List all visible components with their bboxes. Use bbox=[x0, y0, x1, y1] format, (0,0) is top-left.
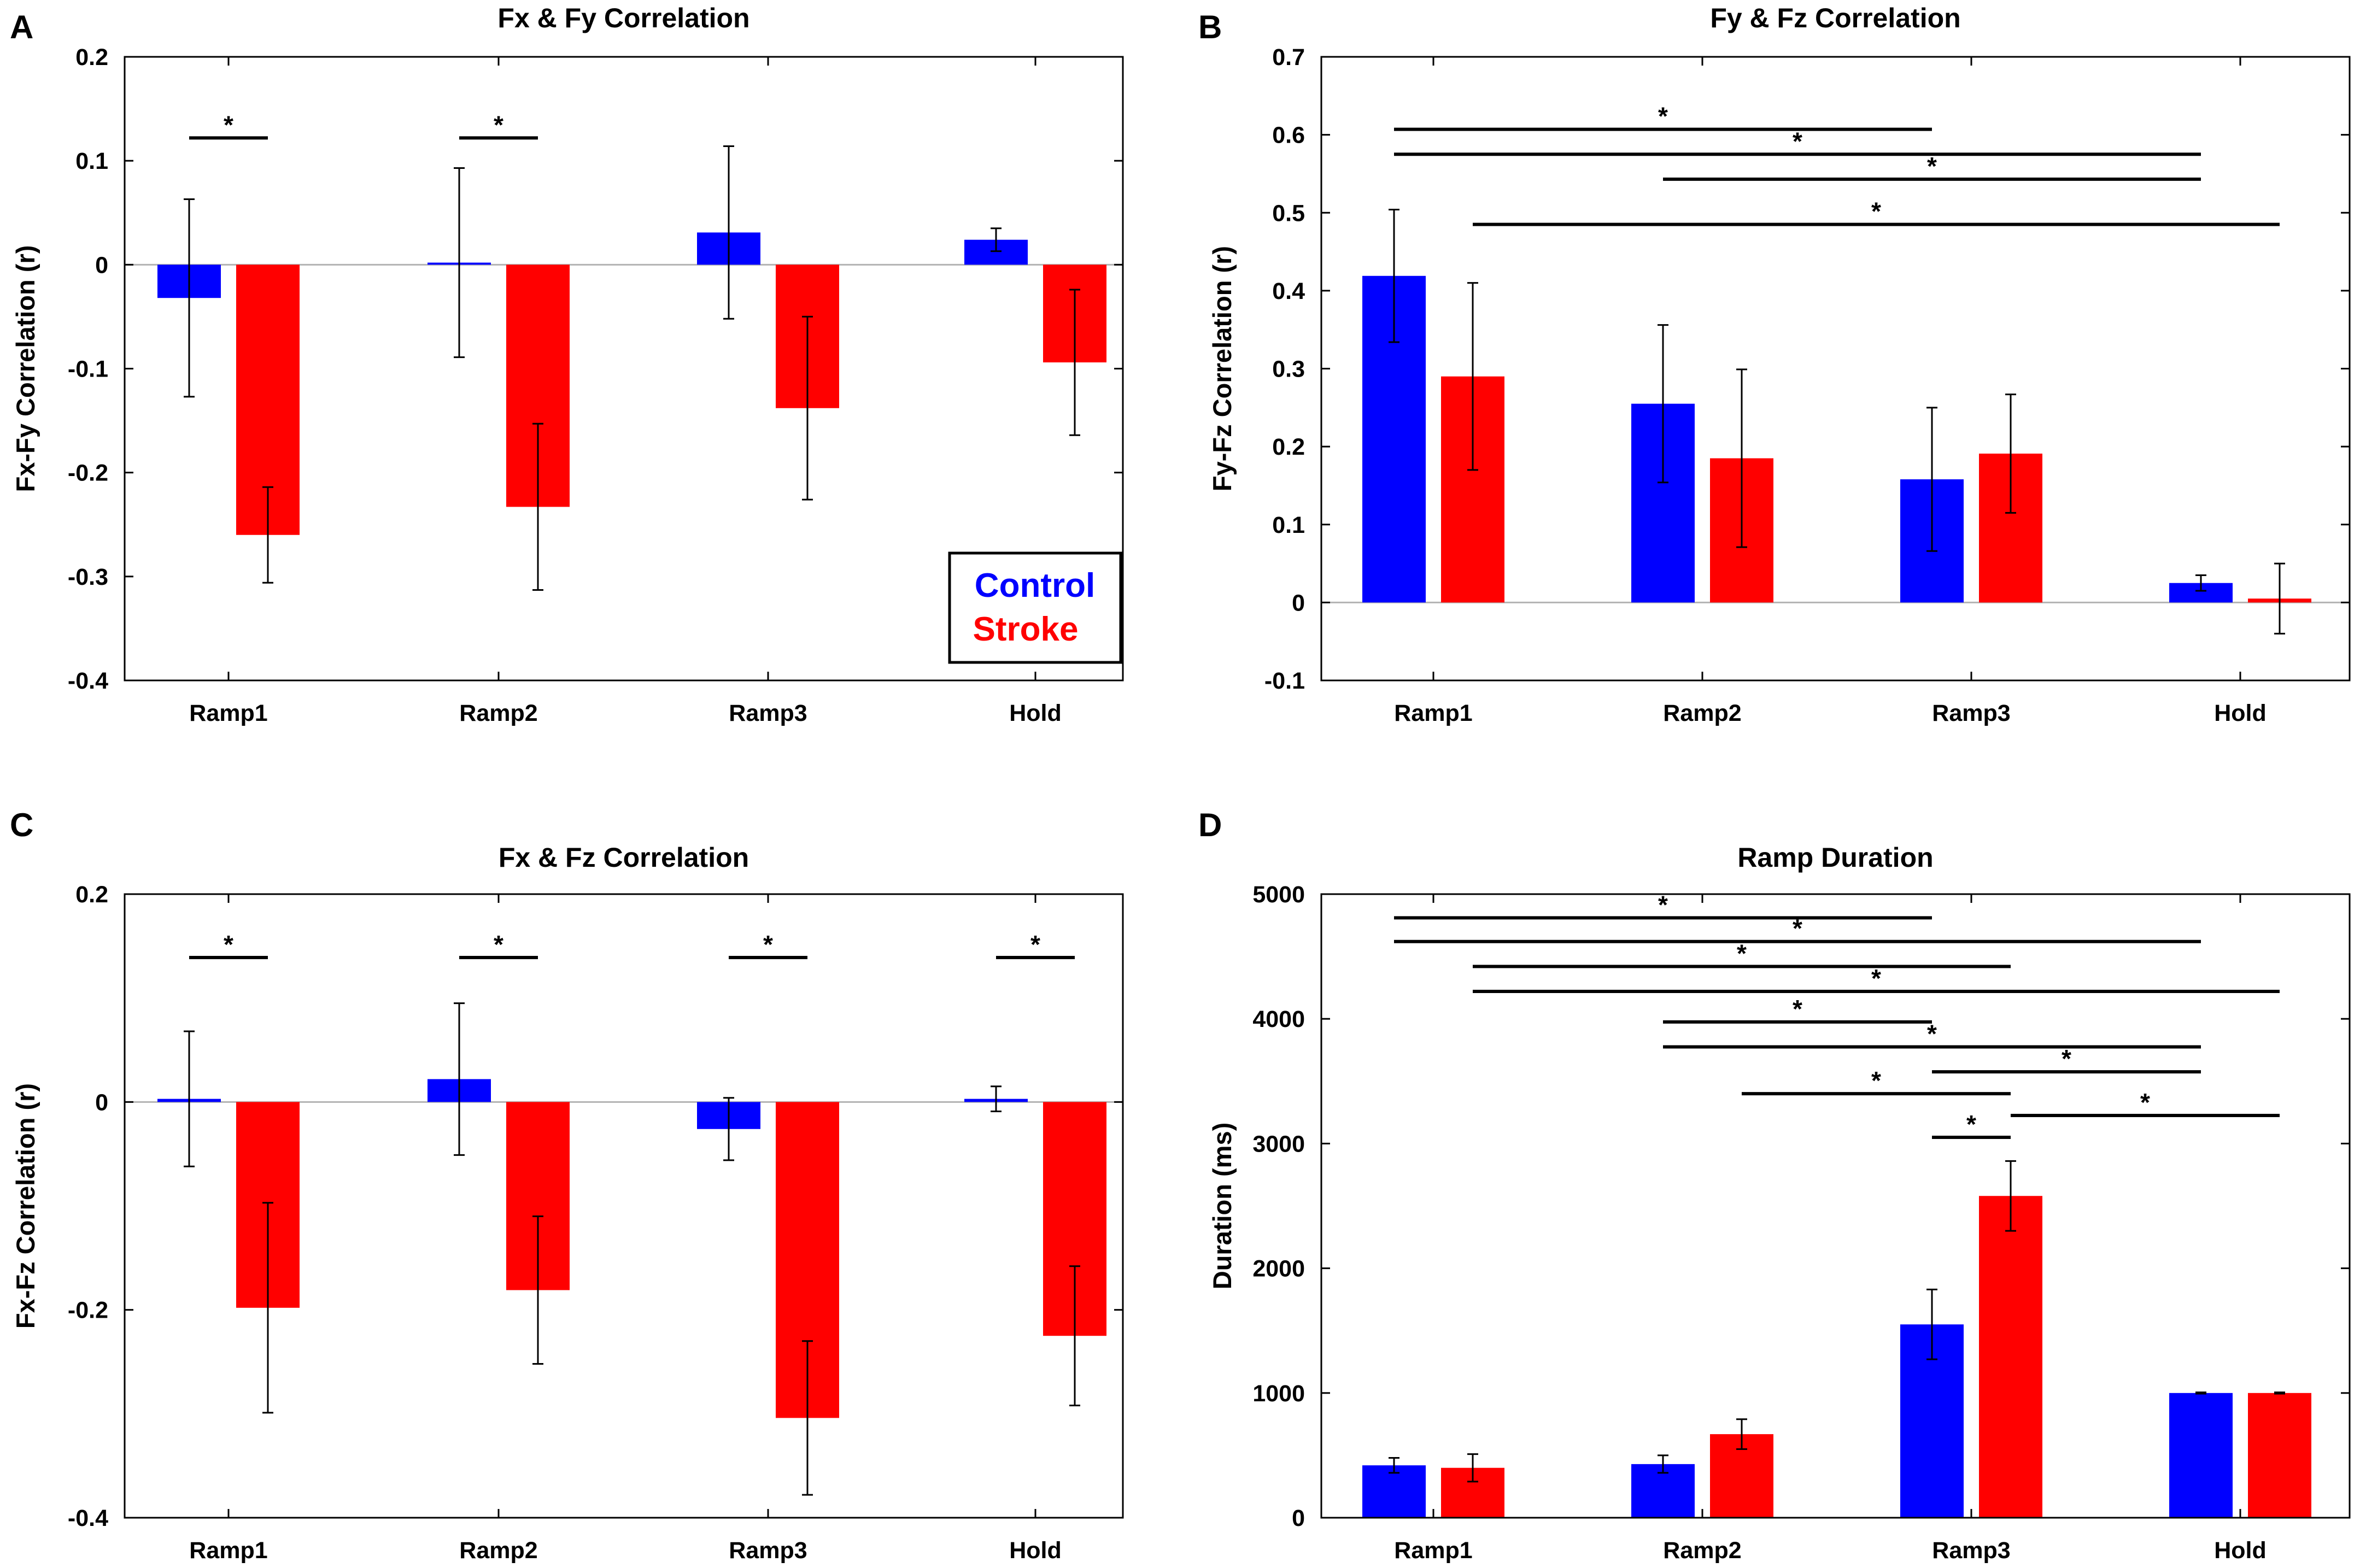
y-axis-label: Duration (ms) bbox=[1208, 1123, 1237, 1290]
x-tick-label: Hold bbox=[1009, 1537, 1062, 1564]
y-tick-label: -0.2 bbox=[68, 1297, 108, 1324]
significance-star: * bbox=[494, 110, 503, 139]
y-tick-label: 0.2 bbox=[1272, 434, 1305, 460]
x-tick-label: Ramp3 bbox=[1932, 1537, 2010, 1564]
bar-stroke-hold bbox=[2248, 1393, 2311, 1518]
significance-star: * bbox=[224, 930, 233, 959]
legend-entry-control: Control bbox=[975, 567, 1095, 604]
chart-panel-a: A Fx & Fy Correlation Fx-Fy Correlation (r… bbox=[10, 3, 1124, 726]
x-tick-label: Ramp1 bbox=[189, 1537, 267, 1564]
legend: Control Stroke bbox=[948, 551, 1122, 664]
legend-entry-stroke: Stroke bbox=[973, 610, 1079, 648]
significance-star: * bbox=[1030, 930, 1040, 959]
chart-panel-c: C Fx & Fz Correlation Fx-Fz Correlation (r… bbox=[10, 807, 1124, 1564]
significance-star: * bbox=[2062, 1044, 2071, 1073]
y-tick-label: 4000 bbox=[1252, 1006, 1305, 1032]
y-axis-label: Fx-Fy Correlation (r) bbox=[11, 245, 40, 492]
significance-star: * bbox=[1927, 1020, 1937, 1048]
x-tick-label: Ramp2 bbox=[459, 700, 537, 726]
panel-letter: D bbox=[1198, 807, 1222, 843]
y-tick-label: 0.5 bbox=[1272, 200, 1305, 226]
significance-star: * bbox=[1793, 995, 1802, 1023]
chart-panel-b: B Fy & Fz Correlation Fy-Fz Correlation (r… bbox=[1198, 3, 2351, 726]
x-tick-label: Ramp2 bbox=[459, 1537, 537, 1564]
x-tick-label: Ramp3 bbox=[729, 1537, 807, 1564]
panel-letter: A bbox=[10, 9, 33, 45]
y-tick-label: 0 bbox=[95, 252, 108, 278]
y-tick-label: 0.1 bbox=[75, 148, 108, 174]
significance-star: * bbox=[1793, 914, 1802, 943]
y-tick-label: -0.4 bbox=[68, 668, 108, 694]
y-tick-label: 0.3 bbox=[1272, 356, 1305, 383]
significance-star: * bbox=[763, 930, 773, 959]
chart-title: Fx & Fy Correlation bbox=[497, 3, 749, 33]
significance-star: * bbox=[1737, 939, 1747, 967]
x-tick-label: Ramp1 bbox=[1394, 1537, 1472, 1564]
axes-box bbox=[1320, 893, 2351, 1519]
y-tick-label: 2000 bbox=[1252, 1256, 1305, 1282]
x-tick-label: Ramp2 bbox=[1663, 1537, 1741, 1564]
x-tick-label: Ramp1 bbox=[1394, 700, 1472, 726]
y-tick-label: 1000 bbox=[1252, 1381, 1305, 1407]
y-tick-label: 0.1 bbox=[1272, 512, 1305, 538]
axes-box bbox=[124, 893, 1124, 1519]
significance-star: * bbox=[2140, 1088, 2150, 1117]
y-tick-label: 0 bbox=[1292, 590, 1305, 616]
significance-star: * bbox=[1871, 1066, 1881, 1095]
y-tick-label: -0.2 bbox=[68, 460, 108, 486]
y-tick-label: 3000 bbox=[1252, 1131, 1305, 1157]
significance-star: * bbox=[224, 110, 233, 139]
significance-star: * bbox=[1966, 1110, 1976, 1138]
y-tick-label: 0.2 bbox=[75, 44, 108, 71]
chart-title: Fy & Fz Correlation bbox=[1710, 3, 1960, 33]
x-tick-label: Ramp2 bbox=[1663, 700, 1741, 726]
x-tick-label: Hold bbox=[1009, 700, 1062, 726]
significance-star: * bbox=[1871, 964, 1881, 993]
y-axis-label: Fy-Fz Correlation (r) bbox=[1208, 246, 1237, 491]
y-tick-label: -0.4 bbox=[68, 1505, 108, 1531]
x-tick-label: Ramp3 bbox=[729, 700, 807, 726]
y-tick-label: 0 bbox=[1292, 1505, 1305, 1531]
bar-control-ramp1 bbox=[1362, 1465, 1426, 1518]
panel-letter: B bbox=[1198, 9, 1222, 45]
significance-star: * bbox=[1871, 197, 1881, 226]
x-tick-label: Hold bbox=[2214, 700, 2267, 726]
significance-star: * bbox=[1658, 102, 1668, 131]
y-tick-label: 0 bbox=[95, 1089, 108, 1115]
y-tick-label: 0.6 bbox=[1272, 122, 1305, 149]
bar-control-hold bbox=[2169, 1393, 2233, 1518]
y-tick-label: -0.3 bbox=[68, 564, 108, 590]
bar-stroke-ramp3 bbox=[1979, 1196, 2042, 1518]
panel-letter: C bbox=[10, 807, 33, 843]
chart-title: Fx & Fz Correlation bbox=[499, 842, 749, 873]
y-tick-label: -0.1 bbox=[68, 356, 108, 383]
chart-title: Ramp Duration bbox=[1737, 842, 1933, 873]
chart-panel-d: D Ramp Duration Duration (ms) * * * * * * * * * * 500… bbox=[1198, 807, 2351, 1564]
y-axis-label: Fx-Fz Correlation (r) bbox=[11, 1083, 40, 1329]
significance-star: * bbox=[494, 930, 503, 959]
significance-star: * bbox=[1793, 127, 1802, 155]
y-tick-label: 5000 bbox=[1252, 882, 1305, 908]
y-tick-label: 0.4 bbox=[1272, 278, 1305, 304]
x-tick-label: Hold bbox=[2214, 1537, 2267, 1564]
x-tick-label: Ramp3 bbox=[1932, 700, 2010, 726]
y-tick-label: -0.1 bbox=[1264, 668, 1305, 694]
x-tick-label: Ramp1 bbox=[189, 700, 267, 726]
significance-star: * bbox=[1658, 890, 1668, 919]
y-tick-label: 0.7 bbox=[1272, 44, 1305, 71]
y-tick-label: 0.2 bbox=[75, 882, 108, 908]
significance-star: * bbox=[1927, 152, 1937, 180]
legend-box bbox=[948, 551, 1122, 664]
